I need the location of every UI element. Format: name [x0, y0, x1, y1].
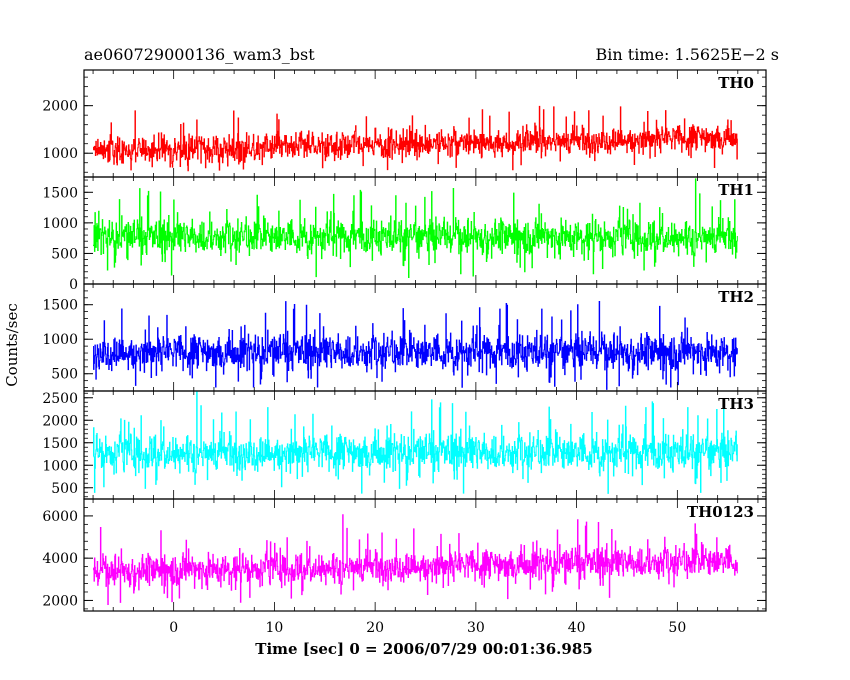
x-tick-label: 50 — [668, 620, 686, 636]
series-line-th0 — [93, 105, 738, 172]
x-tick-label: 30 — [467, 620, 485, 636]
series-line-th1 — [93, 178, 738, 279]
y-tick-label: 0 — [69, 277, 78, 293]
panel-th0123: 2000 4000 6000 TH0123 — [42, 498, 767, 612]
x-tick-label: 20 — [366, 620, 384, 636]
panel-label: TH2 — [718, 288, 754, 306]
x-tick-label: 10 — [265, 620, 283, 636]
y-tick-label: 1000 — [42, 216, 78, 232]
series-line-th0123 — [93, 514, 738, 605]
panel-label: TH0 — [718, 74, 754, 92]
y-tick-label: 1500 — [42, 436, 78, 452]
bin-time-label: Bin time: 1.5625E−2 s — [596, 45, 779, 64]
y-tick-label: 500 — [51, 246, 78, 262]
y-tick-label: 1000 — [42, 458, 78, 474]
y-tick-label: 2500 — [42, 391, 78, 407]
y-tick-label: 500 — [51, 481, 78, 497]
panel-label: TH3 — [718, 395, 754, 413]
y-tick-label: 1000 — [42, 332, 78, 348]
panels-group: 1000 2000 TH0 0 500 1000 1500 TH1 500 1000 1500 TH2… — [42, 69, 767, 612]
panel-th3: 500 1000 1500 2000 2500 TH3 — [42, 390, 767, 500]
panel-frame — [83, 498, 767, 612]
series-line-th2 — [93, 301, 738, 390]
y-tick-label: 4000 — [42, 551, 78, 567]
y-tick-label: 1500 — [42, 185, 78, 201]
y-axis-label: Counts/sec — [3, 303, 21, 387]
x-tick-label: 0 — [169, 620, 178, 636]
panel-th0: 1000 2000 TH0 — [42, 69, 767, 178]
y-tick-label: 2000 — [42, 593, 78, 609]
x-axis: 0 10 20 30 40 50 — [169, 620, 686, 636]
panel-label: TH1 — [718, 181, 754, 199]
y-tick-label: 1000 — [42, 146, 78, 162]
series-line-th3 — [93, 391, 738, 494]
panel-th1: 0 500 1000 1500 TH1 — [42, 176, 767, 293]
x-axis-label: Time [sec] 0 = 2006/07/29 00:01:36.985 — [255, 640, 592, 658]
panel-label: TH0123 — [687, 503, 754, 521]
y-tick-label: 1500 — [42, 298, 78, 314]
panel-frame — [83, 69, 767, 178]
x-tick-label: 40 — [568, 620, 586, 636]
chart-title: ae060729000136_wam3_bst — [84, 45, 315, 64]
y-tick-label: 2000 — [42, 413, 78, 429]
y-tick-label: 500 — [51, 367, 78, 383]
y-tick-label: 2000 — [42, 99, 78, 115]
y-tick-label: 6000 — [42, 509, 78, 525]
panel-th2: 500 1000 1500 TH2 — [42, 283, 767, 392]
